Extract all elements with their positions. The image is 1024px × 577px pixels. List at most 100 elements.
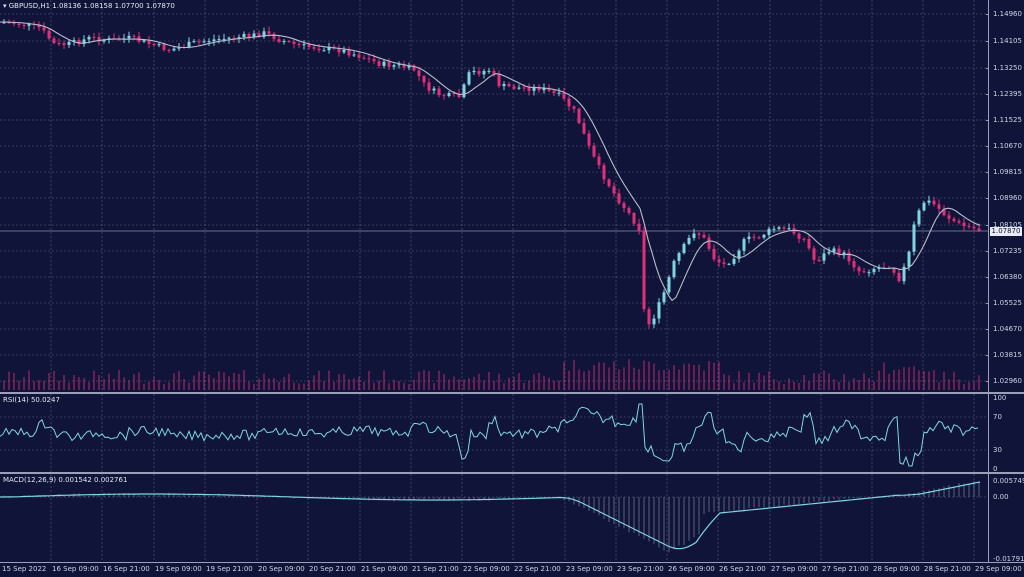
candle-body — [812, 248, 816, 260]
candle-body — [697, 233, 701, 235]
pane-separator[interactable] — [0, 392, 1024, 394]
candle-body — [747, 236, 751, 240]
candle-body — [947, 215, 951, 219]
price-axis[interactable]: 1.14960 1.14105 1.13250 1.12395 1.11525 1.106… — [986, 0, 1024, 392]
current-price-badge: 1.07870 — [990, 227, 1022, 236]
candle-body — [242, 33, 246, 38]
candle-body — [437, 88, 441, 96]
price-chart-canvas[interactable] — [0, 0, 988, 392]
candle-body — [647, 309, 651, 325]
candle-body — [307, 44, 311, 48]
candle-body — [262, 31, 266, 37]
candle-body — [612, 186, 616, 194]
candle-body — [672, 260, 676, 278]
symbol-title: ▾ GBPUSD,H1 1.08136 1.08158 1.07700 1.07… — [3, 2, 175, 10]
candle-body — [302, 44, 306, 46]
candle-body — [862, 271, 866, 273]
candle-body — [717, 259, 721, 263]
candle-body — [337, 48, 341, 53]
rsi-canvas[interactable] — [0, 394, 988, 472]
time-tick-label: 20 Sep 21:00 — [309, 565, 356, 573]
candle-body — [662, 292, 666, 303]
candle-body — [967, 226, 971, 228]
candle-body — [762, 234, 766, 238]
candle-body — [562, 92, 566, 99]
rsi-tick-label: 70 — [993, 413, 1002, 421]
candle-body — [252, 33, 256, 38]
price-chart-pane[interactable]: ▾ GBPUSD,H1 1.08136 1.08158 1.07700 1.07… — [0, 0, 988, 392]
time-tick-label: 19 Sep 09:00 — [155, 565, 202, 573]
candle-body — [17, 23, 21, 25]
candle-body — [632, 212, 636, 224]
price-tick-label: 1.14105 — [993, 37, 1022, 45]
candle-body — [837, 248, 841, 256]
time-tick-label: 15 Sep 2022 — [2, 565, 47, 573]
rsi-pane[interactable]: RSI(14) 50.0247 — [0, 394, 988, 472]
candle-body — [27, 23, 31, 26]
candle-body — [777, 227, 781, 229]
candle-body — [767, 228, 771, 235]
candle-body — [207, 41, 211, 43]
candle-body — [932, 200, 936, 205]
candle-body — [197, 41, 201, 43]
macd-axis[interactable]: 0.005749 0.00 -0.017915 — [988, 474, 1024, 563]
time-tick-label: 21 Sep 21:00 — [412, 565, 459, 573]
candle-body — [87, 36, 91, 40]
candle-body — [442, 95, 446, 97]
candle-body — [797, 233, 801, 239]
candle-body — [802, 238, 806, 240]
price-tick-label: 1.09815 — [993, 168, 1022, 176]
candle-body — [47, 30, 51, 39]
candle-body — [577, 108, 581, 124]
candle-body — [77, 40, 81, 45]
candle-body — [677, 253, 681, 261]
candle-body — [852, 261, 856, 268]
pane-separator[interactable] — [0, 472, 1024, 474]
candle-body — [687, 237, 691, 244]
candle-body — [167, 49, 171, 51]
candle-body — [707, 237, 711, 249]
candle-body — [357, 54, 361, 58]
candle-body — [212, 39, 216, 42]
time-tick-label: 26 Sep 09:00 — [668, 565, 715, 573]
candle-body — [397, 64, 401, 66]
rsi-tick-label: 30 — [993, 446, 1002, 454]
price-tick-label: 1.08960 — [993, 194, 1022, 202]
time-tick-label: 26 Sep 21:00 — [719, 565, 766, 573]
candle-body — [297, 43, 301, 46]
candle-body — [977, 228, 981, 231]
candle-body — [52, 38, 56, 43]
time-tick-label: 27 Sep 09:00 — [771, 565, 818, 573]
time-tick-label: 22 Sep 21:00 — [514, 565, 561, 573]
price-tick — [986, 198, 989, 199]
candle-body — [857, 267, 861, 272]
macd-pane[interactable]: MACD(12,26,9) 0.001542 0.002761 — [0, 474, 988, 562]
price-tick-label: 1.03815 — [993, 351, 1022, 359]
candle-body — [162, 44, 166, 50]
candle-body — [272, 33, 276, 40]
candle-body — [872, 269, 876, 273]
candle-body — [952, 218, 956, 222]
candle-body — [757, 237, 761, 239]
candle-body — [462, 84, 466, 98]
candle-body — [382, 61, 386, 66]
candle-body — [57, 42, 61, 44]
time-axis[interactable]: 15 Sep 2022 16 Sep 09:00 16 Sep 21:00 19 Se… — [0, 562, 1024, 577]
price-tick — [986, 41, 989, 42]
candle-body — [937, 204, 941, 209]
candle-body — [637, 223, 641, 231]
candle-body — [132, 35, 136, 37]
price-tick — [986, 251, 989, 252]
candle-body — [527, 87, 531, 91]
rsi-axis[interactable]: 100 70 30 0 — [988, 394, 1024, 473]
price-tick-label: 1.14960 — [993, 10, 1022, 18]
candle-body — [847, 252, 851, 262]
price-tick — [986, 303, 989, 304]
time-tick-label: 20 Sep 09:00 — [258, 565, 305, 573]
price-tick-label: 1.11525 — [993, 116, 1022, 124]
macd-canvas[interactable] — [0, 474, 988, 562]
macd-tick-label: 0.00 — [993, 493, 1009, 501]
candle-body — [657, 302, 661, 319]
candle-body — [912, 224, 916, 252]
